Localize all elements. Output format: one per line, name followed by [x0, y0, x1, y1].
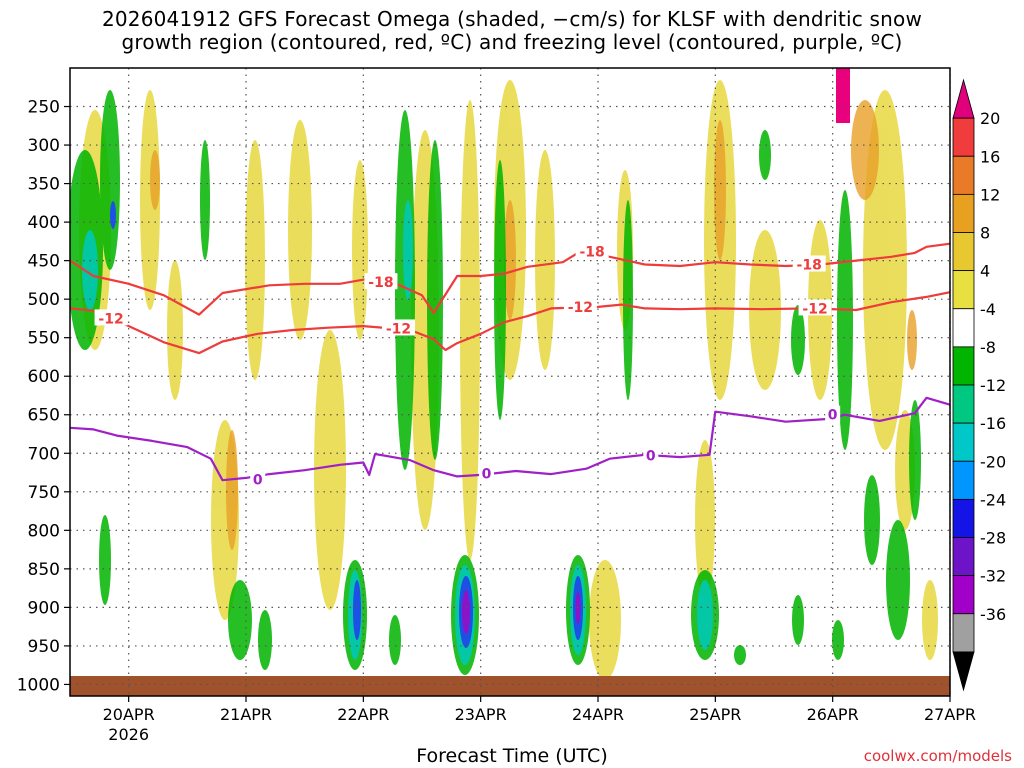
title-line-1: 2026041912 GFS Forecast Omega (shaded, −… — [101, 7, 923, 31]
colorbar-swatch — [952, 498, 975, 538]
x-tick-label: 21APR — [220, 705, 272, 724]
contour-label: -12 — [802, 301, 827, 317]
colorbar-label: -28 — [980, 529, 1006, 548]
chart-title: 2026041912 GFS Forecast Omega (shaded, −… — [0, 8, 1024, 54]
omega-shading — [70, 68, 950, 696]
contour-label-bg — [643, 446, 659, 463]
colorbar-label: -16 — [980, 414, 1006, 433]
contour-label: -18 — [797, 257, 822, 273]
contour-label-bg — [479, 464, 495, 481]
contour-label-bg — [382, 319, 416, 336]
colorbar-swatch — [952, 346, 975, 386]
contour-line-0 — [69, 396, 951, 482]
y-tick-label: 450 — [28, 252, 60, 272]
contour-label: 0 — [482, 466, 492, 482]
y-tick-label: 300 — [28, 136, 60, 156]
y-tick-label: 500 — [28, 290, 60, 310]
colorbar-swatch — [952, 384, 975, 424]
contour-label-bg — [798, 299, 832, 316]
x-tick-label: 25APR — [689, 705, 741, 724]
contour-label: 0 — [253, 472, 263, 488]
y-tick-label: 700 — [28, 444, 60, 464]
x-tick-label: 23APR — [455, 705, 507, 724]
title-line-2: growth region (contoured, red, ºC) and f… — [121, 30, 903, 54]
colorbar-label: -4 — [980, 300, 996, 319]
contour-label: 0 — [828, 408, 838, 424]
contour-label-bg — [792, 255, 826, 272]
y-tick-label: 750 — [28, 483, 60, 503]
y-tick-label: 600 — [28, 367, 60, 387]
colorbar-swatch — [952, 117, 975, 157]
colorbar-label: -20 — [980, 452, 1006, 471]
contour-label: -12 — [386, 321, 411, 337]
y-tick-label: 850 — [28, 560, 60, 580]
colorbar-label: -32 — [980, 567, 1006, 586]
colorbar-label: -36 — [980, 605, 1006, 624]
plot-frame — [69, 67, 951, 697]
y-tick-label: 950 — [28, 637, 60, 657]
x-tick-label: 22APR — [337, 705, 389, 724]
colorbar-label: 12 — [980, 185, 1000, 204]
colorbar-swatch-bottom — [952, 651, 975, 692]
colorbar-label: -24 — [980, 490, 1006, 509]
contour-label-bg — [563, 297, 597, 314]
x-tick-label: 24APR — [572, 705, 624, 724]
colorbar-swatch — [952, 575, 975, 615]
contour-label-bg — [575, 242, 609, 259]
credit-text: coolwx.com/models — [863, 747, 1012, 765]
y-tick-label: 400 — [28, 213, 60, 233]
y-tick-label: 350 — [28, 175, 60, 195]
colorbar-swatch — [952, 460, 975, 500]
y-tick-label: 550 — [28, 329, 60, 349]
colorbar-swatch — [952, 232, 975, 272]
contour-label-bg — [825, 405, 841, 422]
colorbar-label: 4 — [980, 262, 990, 281]
colorbar-swatch — [952, 155, 975, 195]
contour-label: -12 — [98, 311, 123, 327]
colorbar-swatch — [952, 270, 975, 310]
contour-label: -18 — [368, 275, 393, 291]
contour-label-bg — [364, 273, 398, 290]
y-tick-label: 800 — [28, 521, 60, 541]
y-tick-label: 900 — [28, 598, 60, 618]
colorbar-swatch — [952, 537, 975, 577]
y-tick-label: 250 — [28, 98, 60, 118]
colorbar-label: 8 — [980, 224, 990, 243]
colorbar-swatch-top — [952, 78, 975, 119]
y-tick-label: 1000 — [17, 675, 60, 695]
x-tick-label: 27APR — [924, 705, 976, 724]
contour-label-bg — [250, 470, 266, 487]
y-tick-label: 650 — [28, 406, 60, 426]
contour-label: -18 — [579, 244, 604, 260]
x-axis-title: Forecast Time (UTC) — [416, 745, 608, 767]
colorbar-swatch — [952, 422, 975, 462]
colorbar-swatch — [952, 308, 975, 348]
contour-line--12 — [69, 291, 951, 355]
colorbar-label: 20 — [980, 109, 1000, 128]
colorbar-swatch — [952, 613, 975, 653]
x-year-label: 2026 — [108, 725, 149, 744]
colorbar-label: 16 — [980, 147, 1000, 166]
colorbar-label: -8 — [980, 338, 996, 357]
colorbar-swatch — [952, 193, 975, 233]
x-tick-label: 26APR — [807, 705, 859, 724]
contour-label: -12 — [568, 300, 593, 316]
contour-label: 0 — [646, 449, 656, 465]
colorbar-label: -12 — [980, 376, 1006, 395]
contour-label-bg — [94, 309, 128, 326]
x-tick-label: 20APR — [103, 705, 155, 724]
